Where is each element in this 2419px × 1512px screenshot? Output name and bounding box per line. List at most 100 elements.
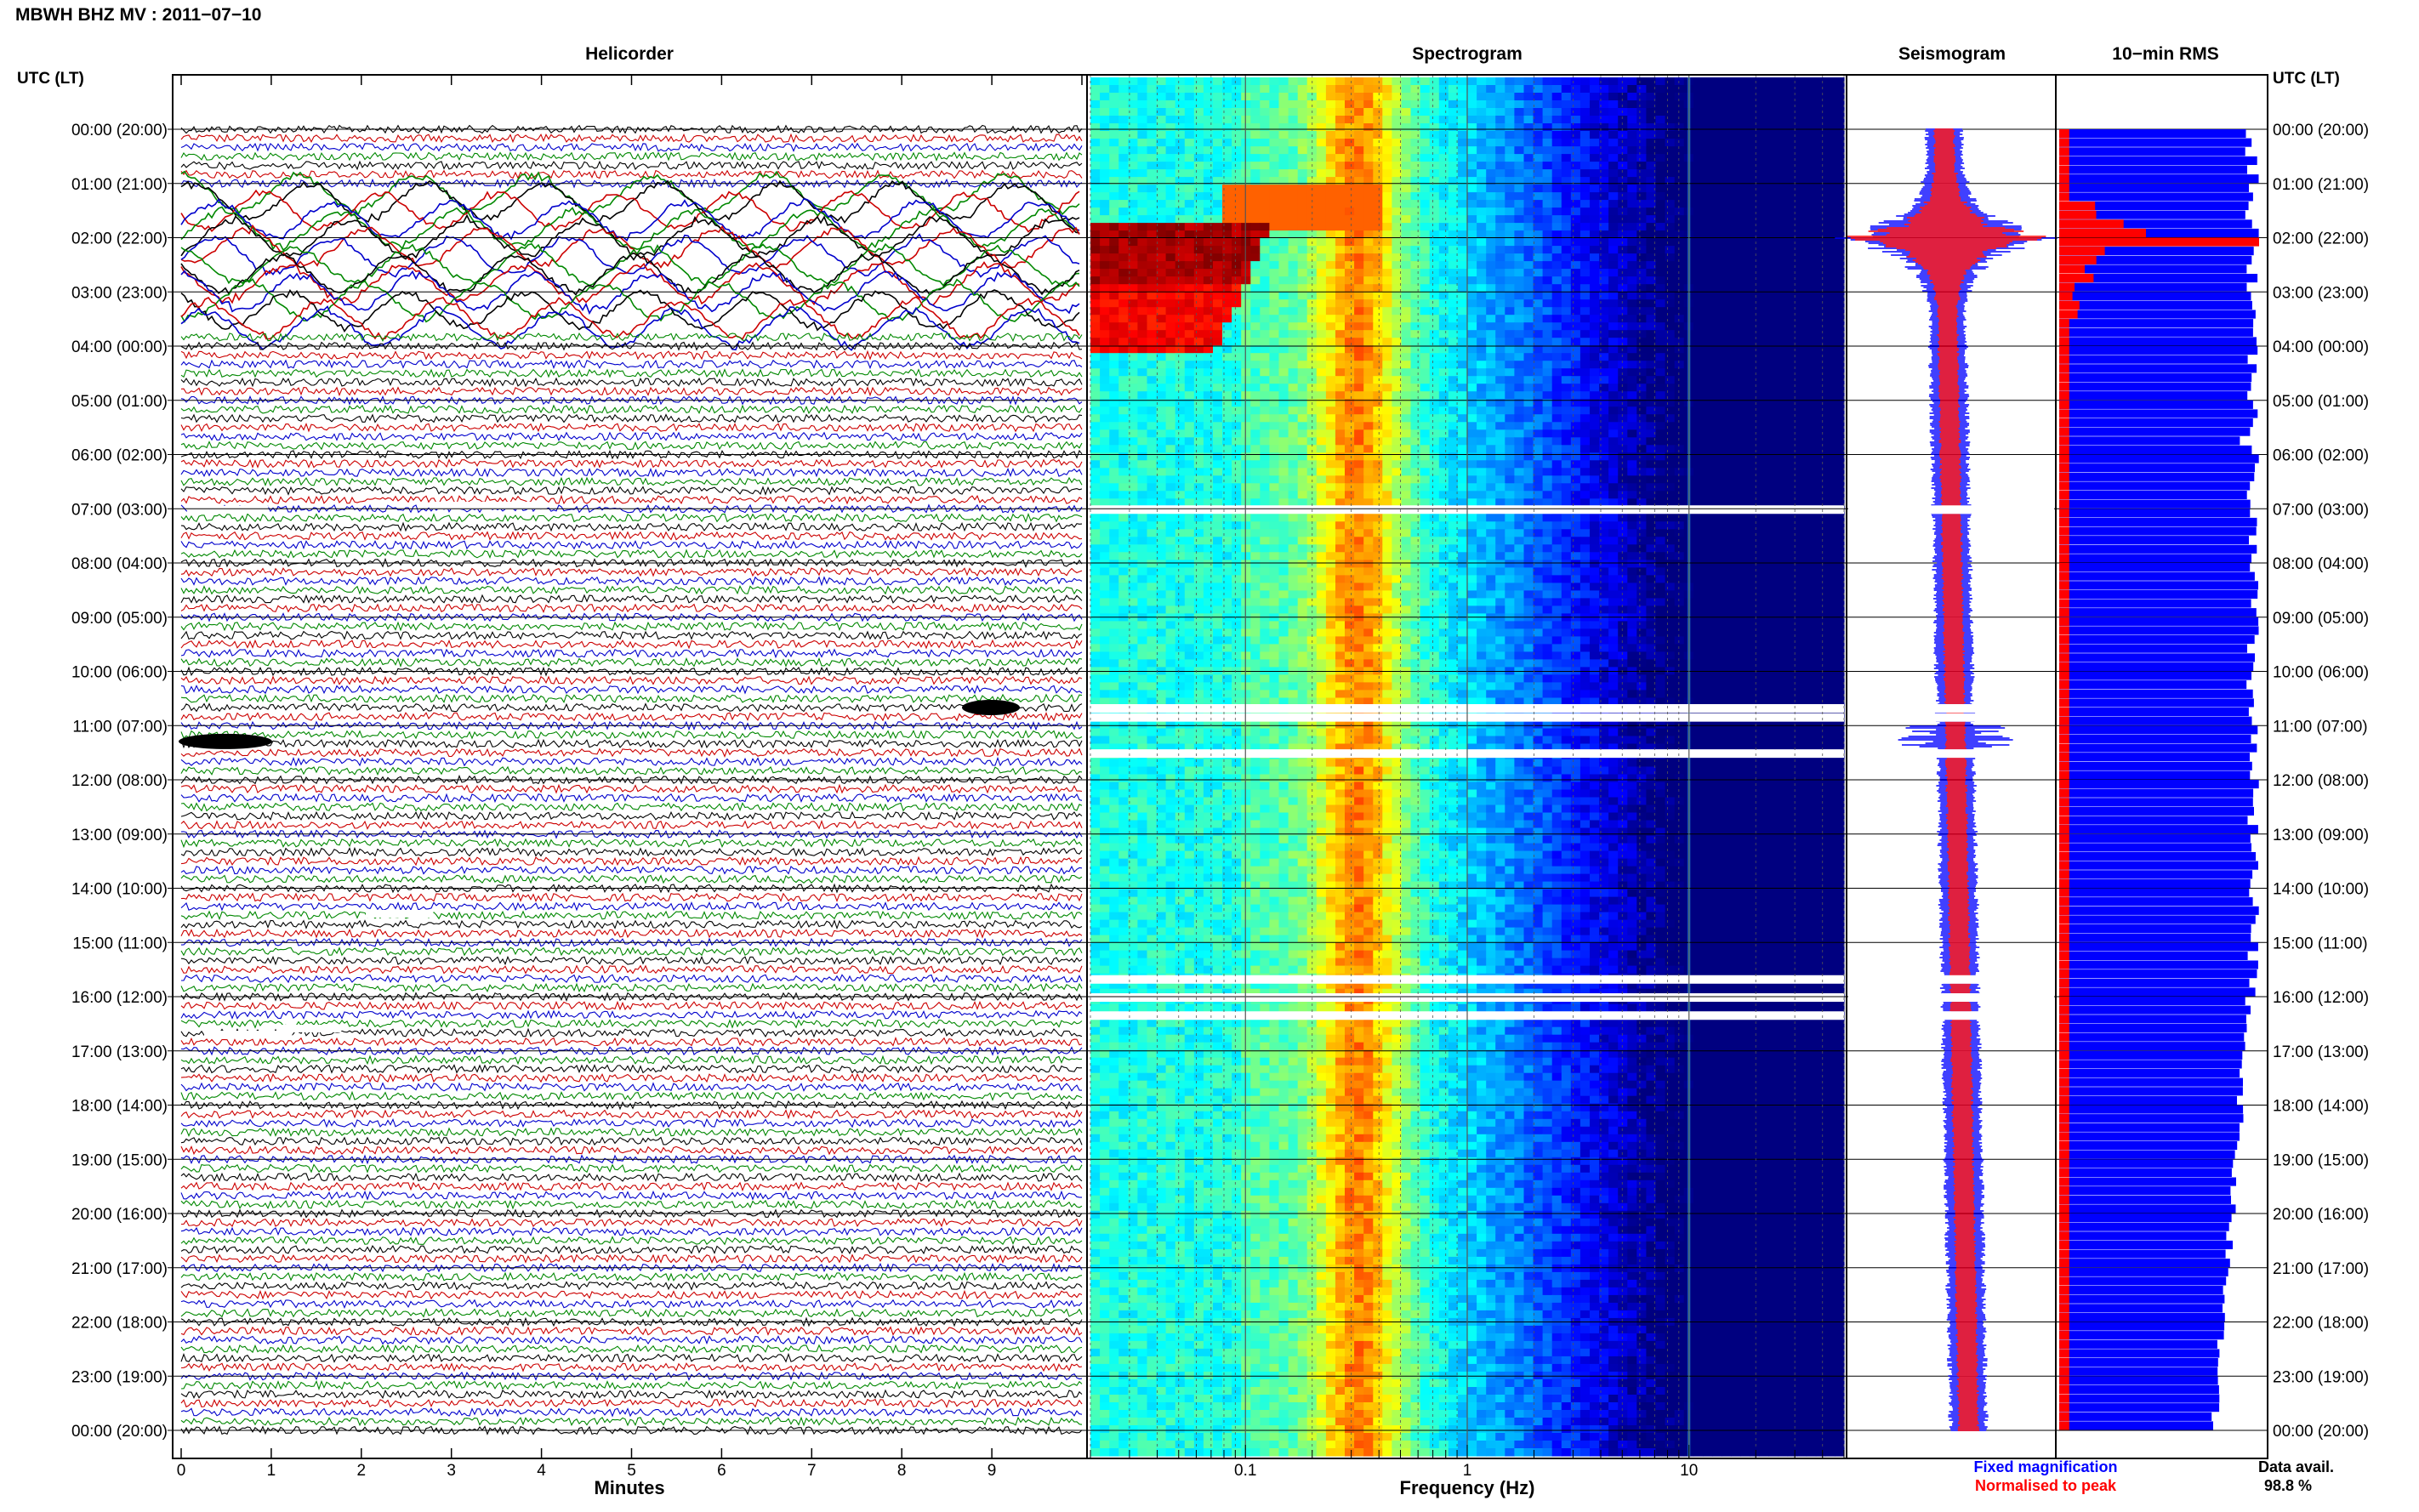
spectrogram-cell: [1260, 139, 1270, 147]
spectrogram-cell: [1618, 452, 1628, 461]
spectrogram-cell: [1354, 230, 1364, 239]
spectrogram-cell: [1778, 399, 1789, 407]
helicorder-trace: [180, 1307, 1083, 1318]
spectrogram-cell: [1382, 93, 1392, 101]
spectrogram-cell: [1693, 230, 1704, 239]
spectrogram-cell: [1109, 452, 1119, 461]
spectrogram-cell: [1561, 361, 1572, 369]
spectrogram-cell: [1570, 146, 1581, 155]
spectrogram-cell: [1297, 315, 1308, 323]
spectrogram-cell: [1354, 177, 1364, 185]
spectrogram-cell: [1768, 169, 1779, 178]
spectrogram-cell: [1627, 139, 1637, 147]
spectrogram-cell: [1306, 100, 1318, 109]
spectrogram-cell: [1260, 185, 1270, 193]
spectrogram-cell: [1325, 460, 1336, 469]
spectrogram-cell: [1213, 146, 1223, 155]
spectrogram-cell: [1636, 452, 1647, 461]
spectrogram-cell: [1269, 207, 1280, 216]
spectrogram-cell: [1269, 376, 1280, 384]
spectrogram-cell: [1740, 108, 1750, 117]
spectrogram-cell: [1778, 338, 1789, 346]
spectrogram-cell: [1288, 200, 1299, 208]
spectrogram-cell: [1335, 100, 1346, 109]
spectrogram-cell: [1401, 330, 1412, 338]
spectrogram-cell: [1824, 376, 1836, 384]
spectrogram-cell: [1260, 299, 1270, 308]
spectrogram-cell: [1778, 483, 1789, 492]
spectrogram-cell: [1457, 223, 1468, 231]
spectrogram-cell: [1627, 445, 1637, 453]
spectrogram-cell: [1109, 162, 1119, 170]
spectrogram-cell: [1137, 284, 1148, 293]
spectrogram-cell: [1410, 399, 1421, 407]
spectrogram-cell: [1579, 315, 1591, 323]
spectrogram-cell: [1551, 215, 1562, 224]
spectrogram-cell: [1213, 391, 1223, 400]
spectrogram-cell: [1505, 307, 1515, 315]
spectrogram-cell: [1674, 368, 1685, 377]
spectrogram-cell: [1325, 391, 1336, 400]
spectrogram-cell: [1665, 399, 1676, 407]
spectrogram-cell: [1100, 422, 1110, 430]
spectrogram-cell: [1213, 414, 1223, 423]
spectrogram-cell: [1316, 368, 1327, 377]
spectrogram-cell: [1288, 399, 1299, 407]
spectrogram-cell: [1702, 491, 1713, 499]
spectrogram-cell: [1137, 437, 1148, 446]
spectrogram-cell: [1796, 108, 1807, 117]
spectrogram-cell: [1722, 414, 1732, 423]
spectrogram-cell: [1722, 345, 1732, 354]
spectrogram-cell: [1345, 468, 1355, 476]
spectrogram-cell: [1175, 452, 1186, 461]
spectrogram-cell: [1702, 399, 1713, 407]
spectrogram-cell: [1222, 468, 1232, 476]
spectrogram-cell: [1608, 353, 1619, 361]
spectrogram-cell: [1824, 215, 1836, 224]
spectrogram-cell: [1722, 177, 1732, 185]
spectrogram-cell: [1392, 108, 1403, 117]
spectrogram-cell: [1420, 100, 1431, 109]
spectrogram-cell: [1599, 131, 1609, 139]
spectrogram-cell: [1147, 93, 1158, 101]
spectrogram-cell: [1787, 185, 1798, 193]
spectrogram-cell: [1325, 353, 1336, 361]
spectrogram-cell: [1345, 192, 1355, 201]
spectrogram-cell: [1740, 292, 1750, 300]
spectrogram-cell: [1570, 162, 1581, 170]
spectrogram-cell: [1570, 521, 1581, 530]
spectrogram-cell: [1222, 406, 1232, 415]
spectrogram-cell: [1109, 483, 1119, 492]
spectrogram-cell: [1646, 292, 1657, 300]
spectrogram-cell: [1090, 169, 1101, 178]
spectrogram-cell: [1815, 338, 1826, 346]
spectrogram-cell: [1147, 85, 1158, 94]
spectrogram-cell: [1382, 192, 1392, 201]
spectrogram-cell: [1693, 437, 1704, 446]
spectrogram-cell: [1608, 384, 1619, 392]
spectrogram-cell: [1100, 437, 1110, 446]
spectrogram-cell: [1203, 223, 1214, 231]
spectrogram-cell: [1325, 246, 1336, 254]
spectrogram-cell: [1363, 238, 1374, 247]
spectrogram-cell: [1401, 215, 1412, 224]
spectrogram-cell: [1693, 376, 1704, 384]
spectrogram-cell: [1477, 437, 1487, 446]
spectrogram-cell: [1297, 368, 1308, 377]
spectrogram-cell: [1722, 514, 1732, 522]
spectrogram-cell: [1627, 162, 1637, 170]
spectrogram-cell: [1514, 498, 1525, 507]
spectrogram-cell: [1128, 261, 1138, 270]
spectrogram-cell: [1533, 322, 1544, 331]
spectrogram-cell: [1599, 162, 1609, 170]
spectrogram-cell: [1128, 414, 1138, 423]
spectrogram-cell: [1561, 330, 1572, 338]
spectrogram-cell: [1373, 139, 1383, 147]
spectrogram-cell: [1232, 276, 1242, 285]
spectrogram-cell: [1410, 146, 1421, 155]
spectrogram-cell: [1222, 452, 1232, 461]
spectrogram-cell: [1533, 452, 1544, 461]
spectrogram-cell: [1250, 368, 1261, 377]
spectrogram-cell: [1448, 223, 1459, 231]
spectrogram-cell: [1457, 85, 1468, 94]
